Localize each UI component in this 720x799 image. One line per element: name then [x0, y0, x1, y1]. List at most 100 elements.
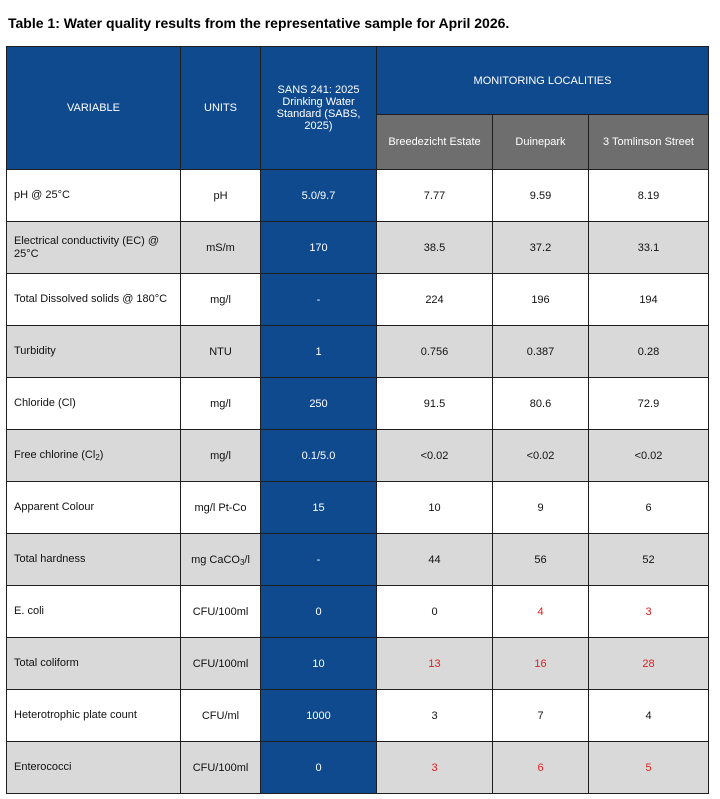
- value-tomlinson: <0.02: [588, 429, 709, 482]
- value-breedezicht: 38.5: [376, 221, 493, 274]
- standard-cell: 10: [260, 637, 377, 690]
- standard-cell: 5.0/9.7: [260, 169, 377, 222]
- standard-cell: 170: [260, 221, 377, 274]
- table-row: Electrical conductivity (EC) @ 25°C mS/m 1…: [6, 221, 709, 274]
- variable-cell: Free chlorine (Cl2): [6, 429, 181, 482]
- value-duinepark: 7: [492, 689, 589, 742]
- units-cell: CFU/100ml: [180, 741, 261, 794]
- units-cell: mg/l: [180, 377, 261, 430]
- value-duinepark: 56: [492, 533, 589, 586]
- value-duinepark: 80.6: [492, 377, 589, 430]
- table-row: Turbidity NTU 1 0.756 0.387 0.28: [6, 325, 709, 378]
- units-text-part: 3: [239, 557, 245, 567]
- table-row: Chloride (Cl) mg/l 250 91.5 80.6 72.9: [6, 377, 709, 430]
- value-breedezicht: 224: [376, 273, 493, 326]
- standard-cell: 0: [260, 585, 377, 638]
- units-cell: NTU: [180, 325, 261, 378]
- variable-cell: Chloride (Cl): [6, 377, 181, 430]
- table-row: Total coliform CFU/100ml 10 13 16 28: [6, 637, 709, 690]
- units-text-part: /l: [244, 553, 250, 566]
- value-tomlinson: 4: [588, 689, 709, 742]
- table-row: Heterotrophic plate count CFU/ml 1000 3 7 4: [6, 689, 709, 742]
- standard-cell: 0: [260, 741, 377, 794]
- value-tomlinson: 194: [588, 273, 709, 326]
- standard-header: SANS 241: 2025 Drinking Water Standard (…: [260, 46, 377, 170]
- units-cell: CFU/100ml: [180, 585, 261, 638]
- value-breedezicht: 91.5: [376, 377, 493, 430]
- value-tomlinson: 5: [588, 741, 709, 794]
- value-breedezicht: 0: [376, 585, 493, 638]
- units-cell: mg CaCO3/l: [180, 533, 261, 586]
- value-tomlinson: 72.9: [588, 377, 709, 430]
- variable-text-part: 2: [95, 453, 100, 462]
- table-row: Total Dissolved solids @ 180°C mg/l -224 19…: [6, 273, 709, 326]
- variable-text-part: Free chlorine (Cl: [14, 449, 96, 461]
- locality-header-breedezicht: Breedezicht Estate: [376, 114, 493, 170]
- value-breedezicht: 0.756: [376, 325, 493, 378]
- value-tomlinson: 6: [588, 481, 709, 534]
- table-row: Apparent Colour mg/l Pt-Co 15 10 9 6: [6, 481, 709, 534]
- value-breedezicht: 3: [376, 741, 493, 794]
- table-row: Enterococci CFU/100ml 0 3 6 5: [6, 741, 709, 794]
- value-tomlinson: 0.28: [588, 325, 709, 378]
- locality-header-tomlinson: 3 Tomlinson Street: [588, 114, 709, 170]
- table-row: E. coli CFU/100ml 0 0 4 3: [6, 585, 709, 638]
- variable-cell: Heterotrophic plate count: [6, 689, 181, 742]
- standard-cell: 1: [260, 325, 377, 378]
- standard-cell: 1000: [260, 689, 377, 742]
- units-cell: mg/l: [180, 273, 261, 326]
- value-duinepark: <0.02: [492, 429, 589, 482]
- units-cell: CFU/100ml: [180, 637, 261, 690]
- value-breedezicht: 3: [376, 689, 493, 742]
- standard-cell: 0.1/5.0: [260, 429, 377, 482]
- standard-cell: -: [260, 273, 377, 326]
- units-text-part: mg CaCO: [191, 553, 240, 566]
- variable-cell: Electrical conductivity (EC) @ 25°C: [6, 221, 181, 274]
- value-duinepark: 0.387: [492, 325, 589, 378]
- units-cell: mg/l: [180, 429, 261, 482]
- table-body: pH @ 25°C pH 5.0/9.7 7.77 9.59 8.19 Electrical…: [6, 169, 709, 794]
- standard-cell: 15: [260, 481, 377, 534]
- value-breedezicht: 13: [376, 637, 493, 690]
- value-breedezicht: <0.02: [376, 429, 493, 482]
- value-tomlinson: 3: [588, 585, 709, 638]
- value-tomlinson: 52: [588, 533, 709, 586]
- table-caption: Table 1: Water quality results from the …: [8, 15, 510, 31]
- units-cell: pH: [180, 169, 261, 222]
- value-duinepark: 4: [492, 585, 589, 638]
- units-cell: mg/l Pt-Co: [180, 481, 261, 534]
- value-duinepark: 16: [492, 637, 589, 690]
- locality-header-duinepark: Duinepark: [492, 114, 589, 170]
- value-duinepark: 9.59: [492, 169, 589, 222]
- table-row: pH @ 25°C pH 5.0/9.7 7.77 9.59 8.19: [6, 169, 709, 222]
- units-cell: CFU/ml: [180, 689, 261, 742]
- variable-cell: Total hardness: [6, 533, 181, 586]
- table-row: Total hardness mg CaCO3/l -44 56 52: [6, 533, 709, 586]
- standard-cell: -: [260, 533, 377, 586]
- table-row: Free chlorine (Cl2) mg/l 0.1/5.0 <0.02 <0.02…: [6, 429, 709, 482]
- water-quality-table: VARIABLE UNITS SANS 241: 2025 Drinking W…: [6, 46, 709, 794]
- value-breedezicht: 44: [376, 533, 493, 586]
- value-breedezicht: 7.77: [376, 169, 493, 222]
- variable-cell: E. coli: [6, 585, 181, 638]
- units-header: UNITS: [180, 46, 261, 170]
- value-tomlinson: 28: [588, 637, 709, 690]
- value-tomlinson: 33.1: [588, 221, 709, 274]
- value-breedezicht: 10: [376, 481, 493, 534]
- variable-cell: Enterococci: [6, 741, 181, 794]
- value-duinepark: 37.2: [492, 221, 589, 274]
- variable-cell: Turbidity: [6, 325, 181, 378]
- variable-header: VARIABLE: [6, 46, 181, 170]
- units-cell: mS/m: [180, 221, 261, 274]
- variable-cell: pH @ 25°C: [6, 169, 181, 222]
- variable-cell: Total coliform: [6, 637, 181, 690]
- variable-cell: Total Dissolved solids @ 180°C: [6, 273, 181, 326]
- value-duinepark: 6: [492, 741, 589, 794]
- standard-cell: 250: [260, 377, 377, 430]
- variable-text-part: ): [99, 449, 104, 461]
- value-duinepark: 9: [492, 481, 589, 534]
- value-tomlinson: 8.19: [588, 169, 709, 222]
- value-duinepark: 196: [492, 273, 589, 326]
- variable-cell: Apparent Colour: [6, 481, 181, 534]
- monitoring-localities-header: MONITORING LOCALITIES: [376, 46, 709, 115]
